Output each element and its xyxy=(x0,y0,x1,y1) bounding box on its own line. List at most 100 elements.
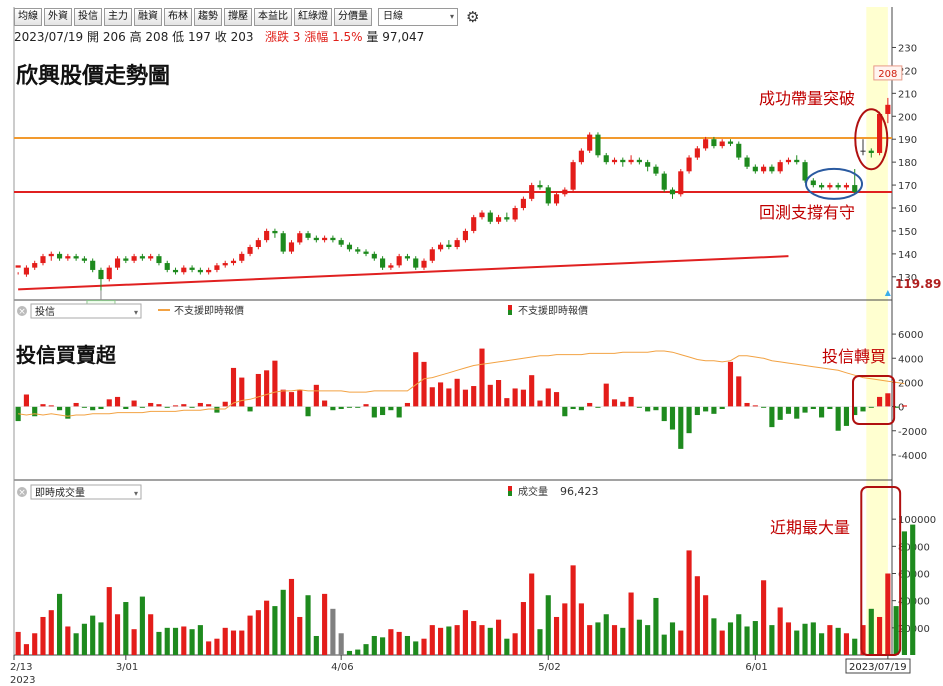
toolbar-button-3[interactable]: 主力 xyxy=(104,8,132,26)
trust-bar xyxy=(661,406,667,422)
candle-body xyxy=(719,141,725,147)
candle-body xyxy=(73,256,79,259)
trust-bar xyxy=(421,361,427,407)
candle-body xyxy=(139,256,145,259)
candle-body xyxy=(40,256,46,264)
trust-bar xyxy=(678,406,684,449)
volume-bar xyxy=(371,635,377,655)
candle-body xyxy=(578,150,584,163)
toolbar-button-9[interactable]: 紅綠燈 xyxy=(294,8,332,26)
candle-body xyxy=(313,237,319,241)
trust-bar xyxy=(338,406,344,409)
toolbar-button-5[interactable]: 布林 xyxy=(164,8,192,26)
trust-bar xyxy=(860,406,866,412)
price-tick-label: 130 xyxy=(898,273,917,284)
volume-bar xyxy=(131,629,137,655)
volume-bar xyxy=(380,637,386,655)
toolbar-button-7[interactable]: 撐壓 xyxy=(224,8,252,26)
annotation-max-volume: 近期最大量 xyxy=(770,518,850,537)
close-icon xyxy=(17,306,27,316)
trust-bar xyxy=(396,406,402,418)
volume-bar xyxy=(338,633,344,655)
candle-body xyxy=(736,143,742,158)
trust-bar xyxy=(239,377,245,407)
candle-body xyxy=(288,242,295,252)
volume-bar xyxy=(404,635,411,655)
trust-bar xyxy=(810,406,816,409)
candle-body xyxy=(852,185,858,192)
toolbar-button-1[interactable]: 外資 xyxy=(44,8,72,26)
volume-bar xyxy=(719,630,725,655)
trust-bar xyxy=(462,389,468,407)
x-tick-label: 3/01 xyxy=(116,662,138,673)
toolbar-button-8[interactable]: 本益比 xyxy=(254,8,292,26)
volume-bar xyxy=(885,573,891,655)
volume-bar xyxy=(678,630,684,655)
volume-bar xyxy=(562,603,568,655)
toolbar-button-4[interactable]: 融資 xyxy=(134,8,162,26)
trust-bar xyxy=(114,396,121,407)
candle-body xyxy=(438,244,444,250)
toolbar-button-2[interactable]: 投信 xyxy=(74,8,102,26)
candle-body xyxy=(181,267,187,273)
volume-bar xyxy=(197,625,203,655)
volume-bar xyxy=(322,593,328,655)
candle-body xyxy=(297,233,303,243)
candle-body xyxy=(802,162,808,181)
trust-bar xyxy=(214,406,220,413)
volume-bar xyxy=(148,614,154,655)
volume-select-box xyxy=(30,484,142,500)
trust-bar xyxy=(645,406,651,412)
high-value: 208 xyxy=(145,30,169,44)
volume-bar xyxy=(90,615,96,655)
trust-panel-select[interactable]: × 投信 ▾ xyxy=(17,303,142,319)
quote-line: 2023/07/19 開 206 高 208 低 197 收 203 漲跌 3 … xyxy=(14,28,424,45)
volume-bar xyxy=(769,625,775,655)
candle-body xyxy=(570,162,576,190)
candle-body xyxy=(752,166,758,172)
volume-bar xyxy=(98,622,104,655)
trust-bar xyxy=(123,406,129,409)
trust-bar xyxy=(843,406,850,426)
volume-bar xyxy=(504,638,510,655)
toolbar-button-10[interactable]: 分價量 xyxy=(334,8,372,26)
candle-body xyxy=(628,159,634,163)
volume-legend-swatch-up xyxy=(508,486,512,491)
candle-body xyxy=(587,134,593,151)
candle-body xyxy=(131,256,137,261)
volume-legend-value: 96,423 xyxy=(560,485,599,498)
trust-bar xyxy=(73,402,79,407)
volume-bar xyxy=(529,573,535,655)
volume-bar xyxy=(363,644,369,655)
candle-body xyxy=(230,260,237,264)
candle-body xyxy=(65,256,71,259)
trust-bar xyxy=(893,406,899,408)
candle-body xyxy=(819,185,825,188)
trust-bar xyxy=(272,360,278,407)
trust-bar xyxy=(346,406,353,408)
trust-bar xyxy=(98,406,104,409)
volume-panel-select[interactable]: × 即時成交量 ▾ xyxy=(17,484,142,500)
period-select[interactable]: 日線 ▾ xyxy=(378,8,458,26)
candle-body xyxy=(330,237,336,241)
volume-legend-label: 成交量 xyxy=(518,485,548,498)
trust-bar xyxy=(471,386,477,407)
candle-body xyxy=(678,171,684,195)
trust-select-box xyxy=(30,303,142,319)
trust-bar xyxy=(479,348,485,407)
toolbar-button-0[interactable]: 均線 xyxy=(14,8,42,26)
candle-body xyxy=(172,269,179,273)
candle-body xyxy=(885,104,891,114)
trust-bar xyxy=(363,404,369,407)
volume-bar xyxy=(189,629,195,655)
trust-bar xyxy=(868,406,874,408)
candle-body xyxy=(645,162,651,167)
toolbar-button-6[interactable]: 趨勢 xyxy=(194,8,222,26)
candle-body xyxy=(148,256,154,259)
volume-bar xyxy=(802,623,808,655)
x-tick-label: 6/01 xyxy=(745,662,767,673)
trust-bar xyxy=(388,406,394,411)
gear-icon[interactable]: ⚙ xyxy=(466,8,480,26)
candle-body xyxy=(32,263,38,268)
price-panel-title: 欣興股價走勢圖 xyxy=(16,63,170,89)
